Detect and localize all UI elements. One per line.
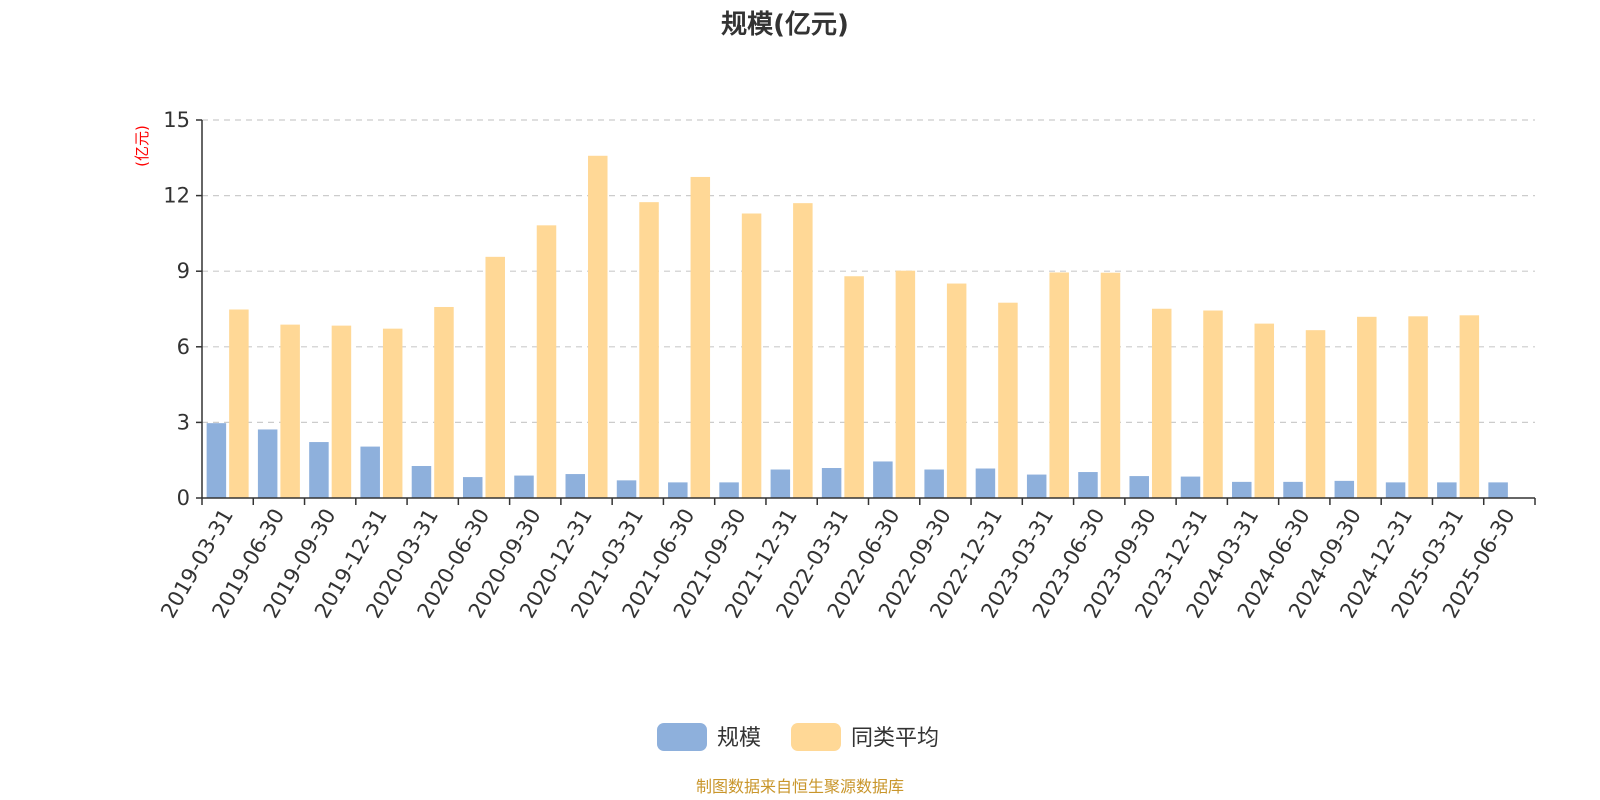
bar-peer-average[interactable] — [998, 302, 1018, 498]
y-tick-label: 3 — [177, 410, 190, 434]
bars — [206, 155, 1508, 499]
bar-scale[interactable] — [873, 461, 893, 498]
bar-scale[interactable] — [1437, 482, 1457, 498]
bar-scale[interactable] — [975, 468, 996, 498]
bar-scale[interactable] — [1334, 480, 1355, 498]
bar-peer-average[interactable] — [1408, 316, 1428, 498]
bar-scale[interactable] — [257, 429, 278, 498]
bar-peer-average[interactable] — [485, 256, 505, 498]
bar-peer-average[interactable] — [639, 202, 659, 499]
bar-peer-average[interactable] — [1151, 308, 1172, 498]
source-note: 制图数据来自恒生聚源数据库 — [696, 777, 904, 796]
y-axis-unit-label: (亿元) — [133, 125, 151, 167]
bar-scale[interactable] — [1385, 482, 1406, 498]
chart-title: 规模(亿元) — [721, 10, 849, 40]
bar-scale[interactable] — [924, 469, 944, 498]
bar-peer-average[interactable] — [1254, 323, 1275, 498]
bar-scale[interactable] — [1488, 482, 1508, 498]
bar-scale[interactable] — [514, 475, 534, 498]
y-tick-label: 9 — [177, 259, 190, 283]
bar-scale[interactable] — [309, 442, 329, 498]
bar-scale[interactable] — [411, 465, 432, 498]
bar-peer-average[interactable] — [1100, 272, 1121, 498]
y-tick-label: 0 — [177, 486, 190, 510]
bar-peer-average[interactable] — [1459, 315, 1480, 498]
grid-lines — [202, 119, 1535, 423]
bar-scale[interactable] — [1129, 476, 1149, 498]
legend-label-peer-average[interactable]: 同类平均 — [851, 726, 939, 751]
bar-peer-average[interactable] — [793, 203, 813, 498]
bar-peer-average[interactable] — [280, 324, 300, 498]
bar-scale[interactable] — [1283, 481, 1303, 498]
bar-peer-average[interactable] — [434, 306, 454, 498]
bar-peer-average[interactable] — [382, 328, 403, 498]
bar-scale[interactable] — [360, 446, 380, 498]
bar-scale[interactable] — [1078, 472, 1098, 498]
legend-swatch-peer-average[interactable] — [791, 723, 841, 751]
legend[interactable]: 规模 同类平均 — [657, 723, 939, 751]
bar-peer-average[interactable] — [229, 309, 249, 498]
bar-peer-average[interactable] — [1305, 330, 1326, 498]
y-tick-label: 6 — [177, 335, 190, 359]
bar-scale[interactable] — [719, 482, 739, 498]
bar-peer-average[interactable] — [895, 270, 916, 498]
bar-scale[interactable] — [1026, 474, 1047, 498]
bar-scale[interactable] — [1180, 476, 1201, 498]
legend-label-scale[interactable]: 规模 — [717, 726, 761, 751]
bar-peer-average[interactable] — [1357, 316, 1377, 498]
bar-peer-average[interactable] — [331, 325, 352, 498]
bar-peer-average[interactable] — [1049, 272, 1069, 498]
bar-scale[interactable] — [616, 480, 637, 498]
bar-peer-average[interactable] — [1203, 310, 1223, 498]
bar-scale[interactable] — [462, 477, 483, 498]
y-tick-label: 12 — [163, 184, 190, 208]
legend-swatch-scale[interactable] — [657, 723, 707, 751]
bar-peer-average[interactable] — [588, 155, 608, 498]
bar-peer-average[interactable] — [844, 276, 864, 498]
bar-peer-average[interactable] — [536, 225, 557, 498]
bar-scale[interactable] — [770, 469, 791, 498]
bar-scale[interactable] — [1232, 481, 1252, 498]
bar-scale[interactable] — [565, 474, 586, 498]
bar-peer-average[interactable] — [741, 213, 762, 498]
bar-scale[interactable] — [821, 468, 842, 498]
y-tick-label: 15 — [163, 108, 190, 132]
bar-scale[interactable] — [206, 423, 227, 498]
bar-peer-average[interactable] — [946, 283, 967, 498]
bar-peer-average[interactable] — [690, 176, 711, 498]
bar-scale[interactable] — [668, 482, 688, 498]
